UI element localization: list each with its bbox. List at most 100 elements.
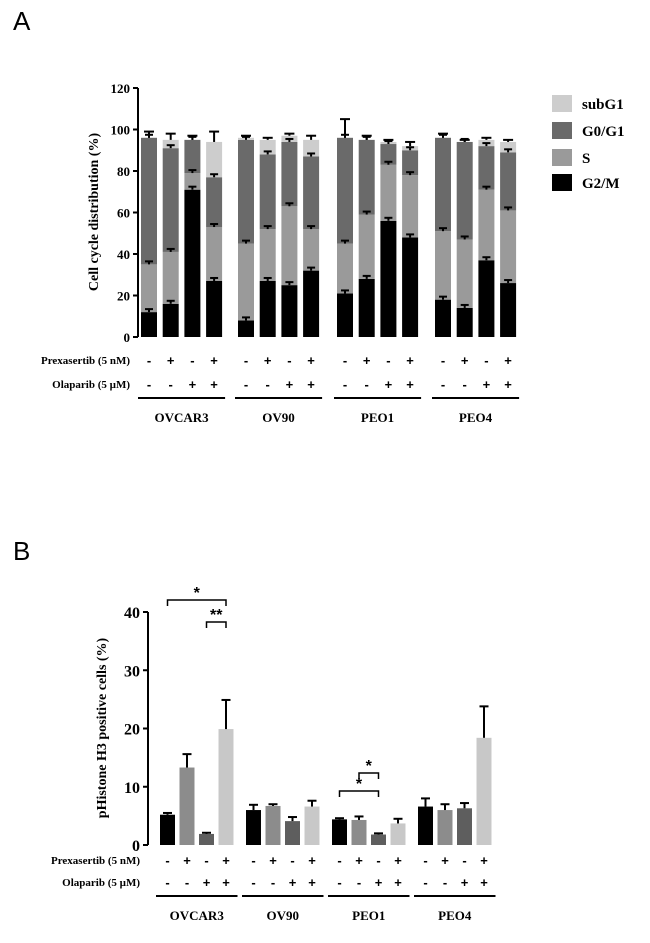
prexasertib-sign-a: + bbox=[264, 353, 272, 368]
bar-segment-s bbox=[435, 231, 451, 300]
y-tick-label-a: 40 bbox=[117, 247, 130, 262]
prexasertib-sign-a: - bbox=[386, 353, 390, 368]
significance-label: * bbox=[356, 776, 363, 793]
prexasertib-sign-b: + bbox=[394, 853, 402, 868]
bar-segment-s bbox=[500, 210, 517, 284]
prexasertib-sign-b: + bbox=[480, 853, 488, 868]
bar-segment-s bbox=[358, 214, 375, 279]
bar-b bbox=[304, 806, 320, 845]
significance-bracket bbox=[358, 772, 380, 779]
group-label-a: PEO4 bbox=[459, 410, 493, 425]
bar-b bbox=[457, 808, 472, 845]
prexasertib-sign-b: + bbox=[308, 853, 316, 868]
significance-bracket bbox=[205, 621, 227, 628]
y-tick-label-a: 100 bbox=[111, 123, 131, 138]
bar-b bbox=[285, 821, 300, 845]
prexasertib-sign-b: - bbox=[376, 853, 380, 868]
olaparib-sign-a: - bbox=[147, 377, 151, 392]
olaparib-sign-a: + bbox=[385, 377, 393, 392]
significance-label: ** bbox=[210, 607, 223, 624]
legend-swatch bbox=[552, 174, 572, 191]
bar-segment-s bbox=[259, 229, 276, 281]
bar-segment-g2m bbox=[238, 320, 254, 337]
significance-label: * bbox=[366, 758, 373, 775]
chart-a-cell-cycle: 0 20 40 60 80 100 120 Cell cycle distribution (… bbox=[41, 81, 625, 425]
prexasertib-sign-a: + bbox=[363, 353, 371, 368]
prexasertib-sign-a: + bbox=[406, 353, 414, 368]
bar-b bbox=[246, 810, 261, 845]
y-tick-label-b: 30 bbox=[124, 663, 140, 680]
bar-b bbox=[218, 729, 234, 845]
bar-segment-g2m bbox=[478, 260, 495, 337]
olaparib-sign-a: - bbox=[266, 377, 270, 392]
bar-b bbox=[390, 823, 406, 845]
bar-b bbox=[179, 767, 195, 845]
prexasertib-sign-b: + bbox=[355, 853, 363, 868]
y-tick-label-b: 10 bbox=[124, 780, 140, 797]
bar-b bbox=[332, 819, 347, 845]
bar-b bbox=[160, 814, 175, 845]
bar-b bbox=[418, 806, 433, 845]
bar-segment-subg1 bbox=[500, 141, 517, 153]
significance-bracket bbox=[166, 599, 227, 606]
olaparib-sign-b: + bbox=[203, 875, 211, 890]
bar-segment-subg1 bbox=[206, 141, 223, 178]
bar-segment-g0g1 bbox=[162, 148, 179, 252]
prexasertib-sign-a: + bbox=[210, 353, 218, 368]
bar-segment-s bbox=[456, 239, 473, 308]
y-tick-label-a: 80 bbox=[117, 164, 130, 179]
olaparib-sign-b: - bbox=[185, 875, 189, 890]
prexasertib-sign-a: - bbox=[147, 353, 151, 368]
legend-swatch bbox=[552, 95, 572, 112]
olaparib-sign-b: - bbox=[251, 875, 255, 890]
bar-segment-s bbox=[238, 243, 254, 321]
bar-segment-g2m bbox=[162, 303, 179, 337]
bar-segment-g0g1 bbox=[358, 139, 375, 215]
olaparib-sign-b: - bbox=[165, 875, 169, 890]
row-label-prexasertib-a: Prexasertib (5 nM) bbox=[41, 355, 130, 367]
prexasertib-sign-a: - bbox=[244, 353, 248, 368]
y-tick-label-b: 40 bbox=[124, 605, 140, 622]
group-label-a: PEO1 bbox=[361, 410, 394, 425]
y-tick-label-b: 0 bbox=[132, 838, 140, 855]
y-tick-label-a: 60 bbox=[117, 206, 130, 221]
prexasertib-sign-b: - bbox=[204, 853, 208, 868]
bar-segment-g2m bbox=[281, 285, 298, 337]
olaparib-sign-a: + bbox=[307, 377, 315, 392]
significance-label: * bbox=[194, 585, 201, 602]
bar-segment-s bbox=[281, 206, 298, 286]
bar-segment-g0g1 bbox=[435, 137, 451, 232]
significance-bracket bbox=[338, 790, 380, 797]
prexasertib-sign-a: - bbox=[287, 353, 291, 368]
olaparib-sign-a: - bbox=[244, 377, 248, 392]
prexasertib-sign-a: + bbox=[461, 353, 469, 368]
group-label-a: OV90 bbox=[262, 410, 295, 425]
bar-segment-g0g1 bbox=[206, 177, 223, 228]
bar-segment-g2m bbox=[402, 237, 419, 337]
bar-segment-g2m bbox=[337, 293, 353, 337]
y-axis-label-a: Cell cycle distribution (%) bbox=[87, 133, 102, 292]
group-label-b: OVCAR3 bbox=[170, 908, 225, 923]
panel-b-letter: B bbox=[13, 536, 31, 566]
olaparib-sign-a: + bbox=[406, 377, 414, 392]
olaparib-sign-a: - bbox=[169, 377, 173, 392]
y-tick-label-a: 0 bbox=[124, 330, 131, 345]
bar-b bbox=[199, 833, 214, 845]
bar-b bbox=[437, 810, 453, 845]
olaparib-sign-b: - bbox=[271, 875, 275, 890]
olaparib-sign-a: + bbox=[189, 377, 197, 392]
olaparib-sign-a: - bbox=[365, 377, 369, 392]
prexasertib-sign-b: - bbox=[423, 853, 427, 868]
bar-segment-g0g1 bbox=[478, 146, 495, 190]
bar-segment-g2m bbox=[259, 280, 276, 337]
bar-segment-s bbox=[141, 264, 157, 313]
bar-segment-subg1 bbox=[162, 139, 179, 149]
olaparib-sign-a: + bbox=[286, 377, 294, 392]
bar-segment-s bbox=[380, 164, 397, 221]
bar-segment-g0g1 bbox=[380, 144, 397, 165]
prexasertib-sign-a: - bbox=[343, 353, 347, 368]
row-label-olaparib-a: Olaparib (5 µM) bbox=[52, 379, 130, 391]
bar-segment-s bbox=[184, 173, 201, 190]
bar-segment-g0g1 bbox=[402, 150, 419, 176]
prexasertib-sign-b: - bbox=[290, 853, 294, 868]
